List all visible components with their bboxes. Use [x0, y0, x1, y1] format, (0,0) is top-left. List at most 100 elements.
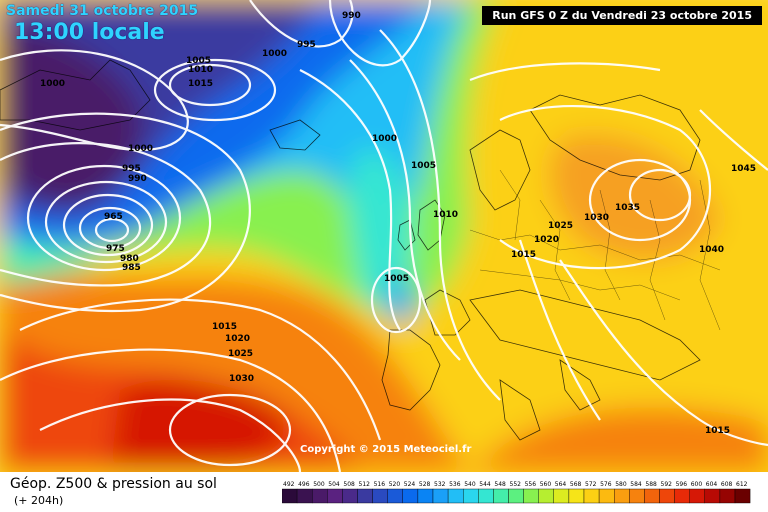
- forecast-time: 13:00 locale: [14, 20, 165, 45]
- forecast-offset: (+ 204h): [14, 494, 64, 507]
- pressure-label: 1015: [188, 79, 213, 89]
- scale-label: 544: [479, 481, 491, 488]
- scale-swatch: [538, 488, 555, 504]
- scale-swatch: [674, 488, 690, 504]
- scale-label: 504: [328, 481, 340, 488]
- scale-label: 576: [600, 481, 612, 488]
- pressure-label: 1025: [228, 349, 253, 359]
- pressure-label: 975: [106, 244, 125, 254]
- pressure-label: 1000: [372, 134, 397, 144]
- legend-bar: Géop. Z500 & pression au sol (+ 204h) 49…: [0, 472, 768, 512]
- scale-swatch: [462, 488, 479, 504]
- pressure-label: 985: [122, 263, 141, 273]
- scale-label: 580: [615, 481, 627, 488]
- scale-label: 532: [434, 481, 446, 488]
- weather-map: 990 995 1000 1005 1010 1015 1000 995 990…: [0, 0, 768, 472]
- pressure-label: 1000: [262, 49, 287, 59]
- pressure-label: 965: [104, 212, 123, 222]
- scale-swatch: [417, 488, 434, 504]
- scale-swatch: [357, 488, 373, 504]
- scale-label: 540: [464, 481, 476, 488]
- pressure-label: 1005: [186, 56, 211, 66]
- scale-swatch: [689, 488, 706, 504]
- pressure-label: 1015: [705, 426, 730, 436]
- scale-swatch: [342, 488, 358, 504]
- scale-label: 600: [691, 481, 703, 488]
- scale-swatch: [493, 488, 509, 504]
- scale-swatch: [659, 488, 675, 504]
- scale-label: 492: [283, 481, 295, 488]
- scale-swatch: [447, 488, 464, 504]
- scale-swatch: [432, 488, 449, 504]
- pressure-label: 1000: [128, 144, 153, 154]
- scale-label: 536: [449, 481, 461, 488]
- scale-label: 572: [585, 481, 597, 488]
- pressure-label: 1000: [40, 79, 65, 89]
- pressure-label: 1030: [584, 213, 609, 223]
- scale-swatch: [583, 488, 600, 504]
- scale-label: 568: [570, 481, 582, 488]
- scale-swatch: [553, 488, 570, 504]
- map-title: Géop. Z500 & pression au sol: [10, 476, 217, 492]
- scale-swatch: [614, 488, 630, 504]
- pressure-label: 1005: [411, 161, 436, 171]
- scale-swatch: [327, 488, 343, 504]
- pressure-label: 1025: [548, 221, 573, 231]
- scale-label: 528: [419, 481, 431, 488]
- scale-label: 520: [389, 481, 401, 488]
- scale-label: 604: [706, 481, 718, 488]
- scale-label: 560: [540, 481, 552, 488]
- scale-label: 592: [661, 481, 673, 488]
- pressure-label: 1005: [384, 274, 409, 284]
- scale-swatch: [704, 488, 721, 504]
- pressure-label: 1020: [534, 235, 559, 245]
- pressure-label: 995: [122, 164, 141, 174]
- isobars: [0, 0, 768, 472]
- pressure-label: 1015: [212, 322, 237, 332]
- pressure-label: 990: [342, 11, 361, 21]
- pressure-label: 1045: [731, 164, 756, 174]
- scale-swatch: [629, 488, 645, 504]
- scale-swatch: [312, 488, 328, 504]
- pressure-label: 990: [128, 174, 147, 184]
- scale-swatch: [598, 488, 615, 504]
- color-scale: 492 496 500 504 508 512 516 520 524 528 532 536 540 5…: [282, 481, 751, 504]
- scale-swatch: [508, 488, 524, 504]
- pressure-labels: 990 995 1000 1005 1010 1015 1000 995 990…: [40, 11, 756, 436]
- pressure-label: 1015: [511, 250, 536, 260]
- scale-label: 608: [721, 481, 733, 488]
- scale-label: 508: [343, 481, 355, 488]
- scale-label: 596: [676, 481, 688, 488]
- scale-swatch: [478, 488, 494, 504]
- scale-label: 512: [359, 481, 371, 488]
- scale-swatch: [644, 488, 660, 504]
- scale-label: 564: [555, 481, 567, 488]
- scale-label: 496: [298, 481, 310, 488]
- model-run-label: Run GFS 0 Z du Vendredi 23 octobre 2015: [482, 6, 762, 25]
- scale-label: 548: [494, 481, 506, 488]
- scale-label: 612: [736, 481, 748, 488]
- pressure-label: 1010: [188, 65, 213, 75]
- pressure-label: 1040: [699, 245, 724, 255]
- scale-label: 552: [510, 481, 522, 488]
- scale-swatch: [296, 488, 313, 504]
- scale-swatch: [372, 488, 388, 504]
- scale-label: 588: [645, 481, 657, 488]
- pressure-label: 1020: [225, 334, 250, 344]
- pressure-label: 980: [120, 254, 139, 264]
- geopotential-field: [0, 0, 768, 472]
- scale-swatch: [568, 488, 585, 504]
- copyright: Copyright © 2015 Meteociel.fr: [300, 444, 472, 455]
- scale-swatch: [282, 488, 298, 504]
- scale-swatch: [734, 488, 751, 504]
- pressure-label: 1030: [229, 374, 254, 384]
- pressure-label: 1010: [433, 210, 458, 220]
- pressure-label: 1035: [615, 203, 640, 213]
- scale-swatch: [387, 488, 403, 504]
- pressure-label: 995: [297, 40, 316, 50]
- scale-swatch: [402, 488, 419, 504]
- scale-label: 524: [404, 481, 416, 488]
- coastlines: [0, 59, 701, 441]
- scale-label: 556: [525, 481, 537, 488]
- scale-swatch: [719, 488, 736, 504]
